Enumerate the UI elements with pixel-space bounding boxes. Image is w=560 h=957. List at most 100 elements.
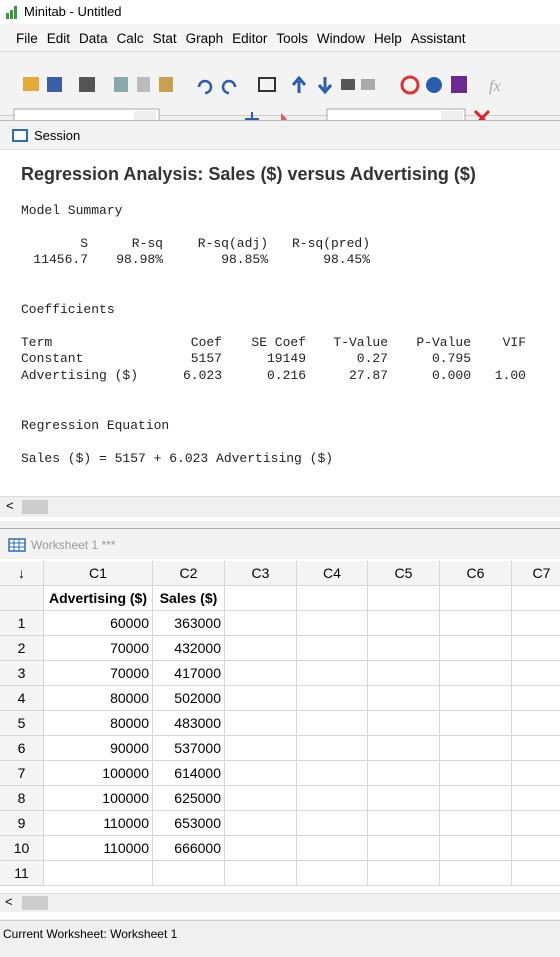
data-cell[interactable] bbox=[297, 861, 368, 886]
data-cell[interactable] bbox=[512, 761, 560, 786]
data-cell[interactable] bbox=[297, 811, 368, 836]
data-cell[interactable]: 537000 bbox=[153, 736, 225, 761]
data-cell[interactable] bbox=[297, 661, 368, 686]
data-cell[interactable]: 70000 bbox=[44, 661, 153, 686]
data-cell[interactable] bbox=[512, 861, 560, 886]
data-cell[interactable]: 653000 bbox=[153, 811, 225, 836]
data-cell[interactable]: 80000 bbox=[44, 711, 153, 736]
data-cell[interactable] bbox=[368, 711, 440, 736]
data-cell[interactable] bbox=[225, 811, 297, 836]
data-cell[interactable] bbox=[440, 636, 512, 661]
data-cell[interactable] bbox=[297, 836, 368, 861]
column-name[interactable]: Sales ($) bbox=[153, 586, 225, 611]
data-cell[interactable] bbox=[225, 761, 297, 786]
data-cell[interactable] bbox=[440, 836, 512, 861]
column-name[interactable] bbox=[225, 586, 297, 611]
data-cell[interactable]: 80000 bbox=[44, 686, 153, 711]
data-cell[interactable] bbox=[368, 786, 440, 811]
data-cell[interactable] bbox=[512, 711, 560, 736]
data-cell[interactable] bbox=[225, 636, 297, 661]
data-cell[interactable] bbox=[440, 736, 512, 761]
data-cell[interactable] bbox=[368, 661, 440, 686]
data-cell[interactable] bbox=[512, 686, 560, 711]
data-cell[interactable] bbox=[440, 661, 512, 686]
data-cell[interactable]: 90000 bbox=[44, 736, 153, 761]
column-header[interactable]: C1 bbox=[44, 561, 153, 586]
data-cell[interactable] bbox=[297, 786, 368, 811]
data-cell[interactable] bbox=[440, 711, 512, 736]
data-cell[interactable] bbox=[225, 711, 297, 736]
data-cell[interactable] bbox=[440, 786, 512, 811]
column-name[interactable] bbox=[512, 586, 560, 611]
menu-item[interactable]: Edit bbox=[46, 31, 71, 46]
data-cell[interactable] bbox=[44, 861, 153, 886]
data-cell[interactable] bbox=[297, 611, 368, 636]
menu-item[interactable]: Assistant bbox=[410, 31, 466, 46]
data-cell[interactable] bbox=[225, 686, 297, 711]
column-header[interactable]: C3 bbox=[225, 561, 297, 586]
data-cell[interactable] bbox=[512, 636, 560, 661]
data-cell[interactable]: 483000 bbox=[153, 711, 225, 736]
h-scrollbar[interactable]: < bbox=[0, 496, 560, 517]
data-cell[interactable] bbox=[368, 611, 440, 636]
menu-item[interactable]: File bbox=[16, 31, 38, 46]
data-cell[interactable] bbox=[440, 811, 512, 836]
data-cell[interactable] bbox=[512, 786, 560, 811]
column-header[interactable]: C7 bbox=[512, 561, 560, 586]
data-cell[interactable] bbox=[512, 836, 560, 861]
menu-item[interactable]: Help bbox=[373, 31, 402, 46]
data-cell[interactable] bbox=[225, 786, 297, 811]
data-cell[interactable] bbox=[368, 736, 440, 761]
column-name[interactable] bbox=[297, 586, 368, 611]
data-cell[interactable]: 100000 bbox=[44, 786, 153, 811]
data-cell[interactable] bbox=[512, 736, 560, 761]
menu-item[interactable]: Window bbox=[316, 31, 365, 46]
data-cell[interactable] bbox=[297, 686, 368, 711]
data-cell[interactable] bbox=[297, 761, 368, 786]
data-cell[interactable] bbox=[440, 686, 512, 711]
data-cell[interactable] bbox=[368, 861, 440, 886]
menu-item[interactable]: Graph bbox=[185, 31, 224, 46]
h-scrollbar[interactable]: < bbox=[0, 893, 560, 912]
data-cell[interactable]: 60000 bbox=[44, 611, 153, 636]
data-cell[interactable]: 417000 bbox=[153, 661, 225, 686]
menu-item[interactable]: Calc bbox=[116, 31, 144, 46]
menu-item[interactable]: Editor bbox=[232, 31, 268, 46]
data-cell[interactable] bbox=[440, 861, 512, 886]
menu-item[interactable]: Stat bbox=[152, 31, 177, 46]
data-cell[interactable] bbox=[225, 736, 297, 761]
menu-item[interactable]: Tools bbox=[276, 31, 308, 46]
data-cell[interactable] bbox=[512, 611, 560, 636]
data-cell[interactable] bbox=[297, 736, 368, 761]
data-cell[interactable]: 666000 bbox=[153, 836, 225, 861]
data-cell[interactable]: 110000 bbox=[44, 836, 153, 861]
column-name[interactable] bbox=[368, 586, 440, 611]
data-cell[interactable] bbox=[512, 661, 560, 686]
data-cell[interactable] bbox=[225, 861, 297, 886]
data-cell[interactable] bbox=[440, 611, 512, 636]
data-cell[interactable] bbox=[512, 811, 560, 836]
menu-item[interactable]: Data bbox=[79, 31, 108, 46]
data-cell[interactable]: 100000 bbox=[44, 761, 153, 786]
data-cell[interactable]: 110000 bbox=[44, 811, 153, 836]
data-cell[interactable] bbox=[368, 636, 440, 661]
column-header[interactable]: C2 bbox=[153, 561, 225, 586]
column-name[interactable] bbox=[440, 586, 512, 611]
data-cell[interactable] bbox=[368, 836, 440, 861]
data-cell[interactable] bbox=[225, 661, 297, 686]
data-cell[interactable]: 432000 bbox=[153, 636, 225, 661]
data-cell[interactable] bbox=[225, 611, 297, 636]
data-cell[interactable]: 363000 bbox=[153, 611, 225, 636]
column-header[interactable]: C5 bbox=[368, 561, 440, 586]
data-cell[interactable]: 625000 bbox=[153, 786, 225, 811]
column-header[interactable]: C6 bbox=[440, 561, 512, 586]
data-cell[interactable] bbox=[368, 761, 440, 786]
data-cell[interactable] bbox=[153, 861, 225, 886]
data-cell[interactable] bbox=[297, 636, 368, 661]
data-cell[interactable] bbox=[297, 711, 368, 736]
column-header[interactable]: C4 bbox=[297, 561, 368, 586]
column-name[interactable]: Advertising ($) bbox=[44, 586, 153, 611]
data-cell[interactable] bbox=[368, 686, 440, 711]
data-cell[interactable]: 614000 bbox=[153, 761, 225, 786]
data-cell[interactable] bbox=[225, 836, 297, 861]
